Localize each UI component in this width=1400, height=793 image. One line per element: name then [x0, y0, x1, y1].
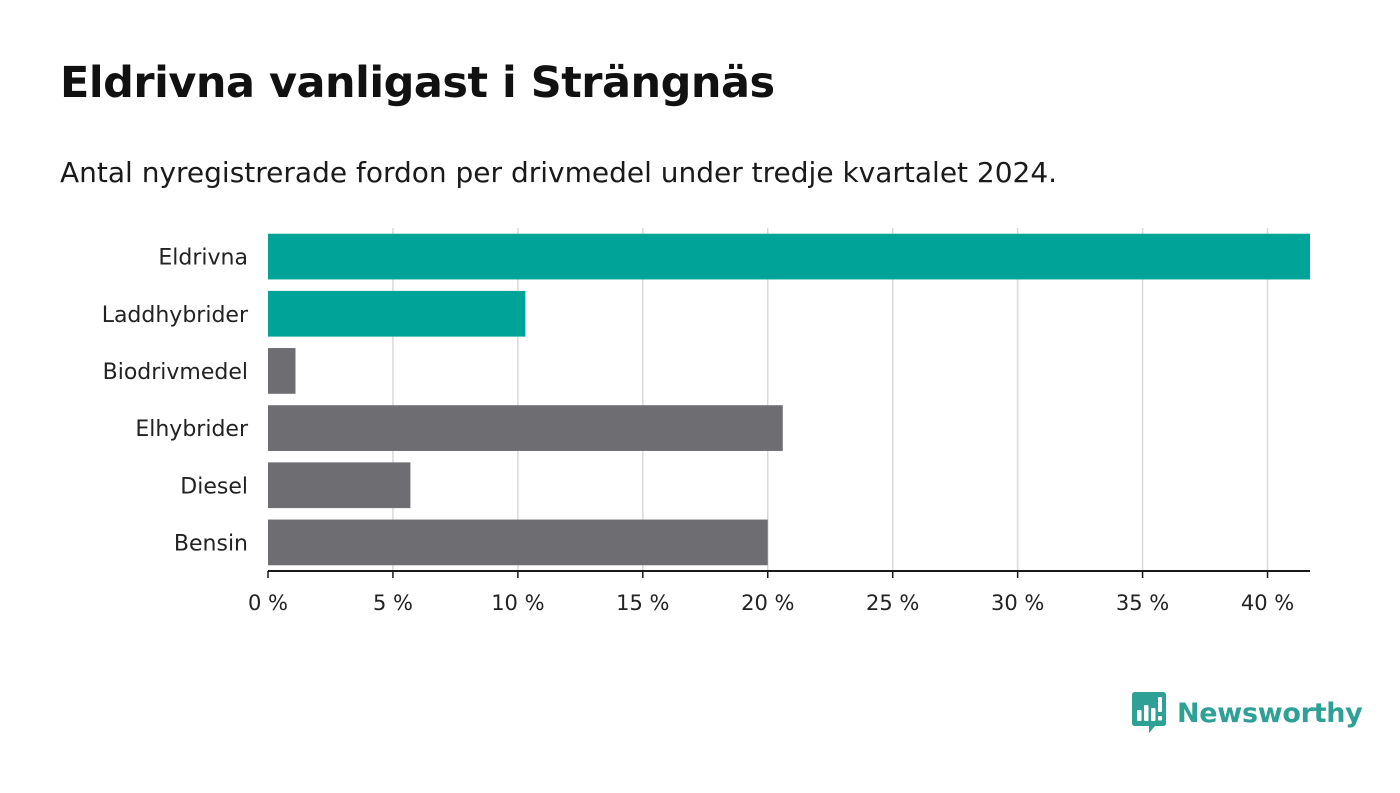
x-tick-label: 10 % [491, 591, 544, 615]
x-tick-label: 20 % [741, 591, 794, 615]
category-label: Bensin [174, 531, 248, 556]
x-tick-label: 5 % [373, 591, 413, 615]
bar-chart-speech-bubble-icon [1132, 692, 1166, 733]
bar-biodrivmedel [268, 348, 296, 394]
category-label: Biodrivmedel [103, 360, 248, 385]
category-label: Laddhybrider [102, 303, 249, 328]
category-labels: Eldrivna Laddhybrider Biodrivmedel Elhybrid… [102, 246, 249, 557]
x-tick-label: 40 % [1241, 591, 1294, 615]
x-tick-label: 15 % [616, 591, 669, 615]
brand-name: Newsworthy [1177, 697, 1363, 729]
x-tick-label: 35 % [1116, 591, 1169, 615]
bar-eldrivna [268, 233, 1310, 280]
x-tick-label: 30 % [991, 591, 1044, 615]
bars [268, 233, 1310, 566]
bar-laddhybrider [268, 290, 526, 337]
category-label: Diesel [180, 474, 248, 499]
bar-bensin [268, 519, 768, 566]
bar-elhybrider [268, 405, 783, 451]
gridlines [392, 228, 1269, 571]
bar-diesel [268, 462, 411, 509]
x-tick-label: 25 % [866, 591, 919, 615]
chart-subtitle: Antal nyregistrerade fordon per drivmede… [60, 156, 1058, 189]
chart-title: Eldrivna vanligast i Strängnäs [60, 58, 775, 108]
category-label: Eldrivna [158, 246, 248, 271]
category-label: Elhybrider [135, 417, 249, 442]
newsworthy-logo: Newsworthy [1132, 692, 1363, 734]
x-axis: 0 % 5 % 10 % 15 % 20 % 25 % 30 % 35 % 40 % [248, 570, 1310, 615]
x-tick-label: 0 % [248, 591, 288, 615]
